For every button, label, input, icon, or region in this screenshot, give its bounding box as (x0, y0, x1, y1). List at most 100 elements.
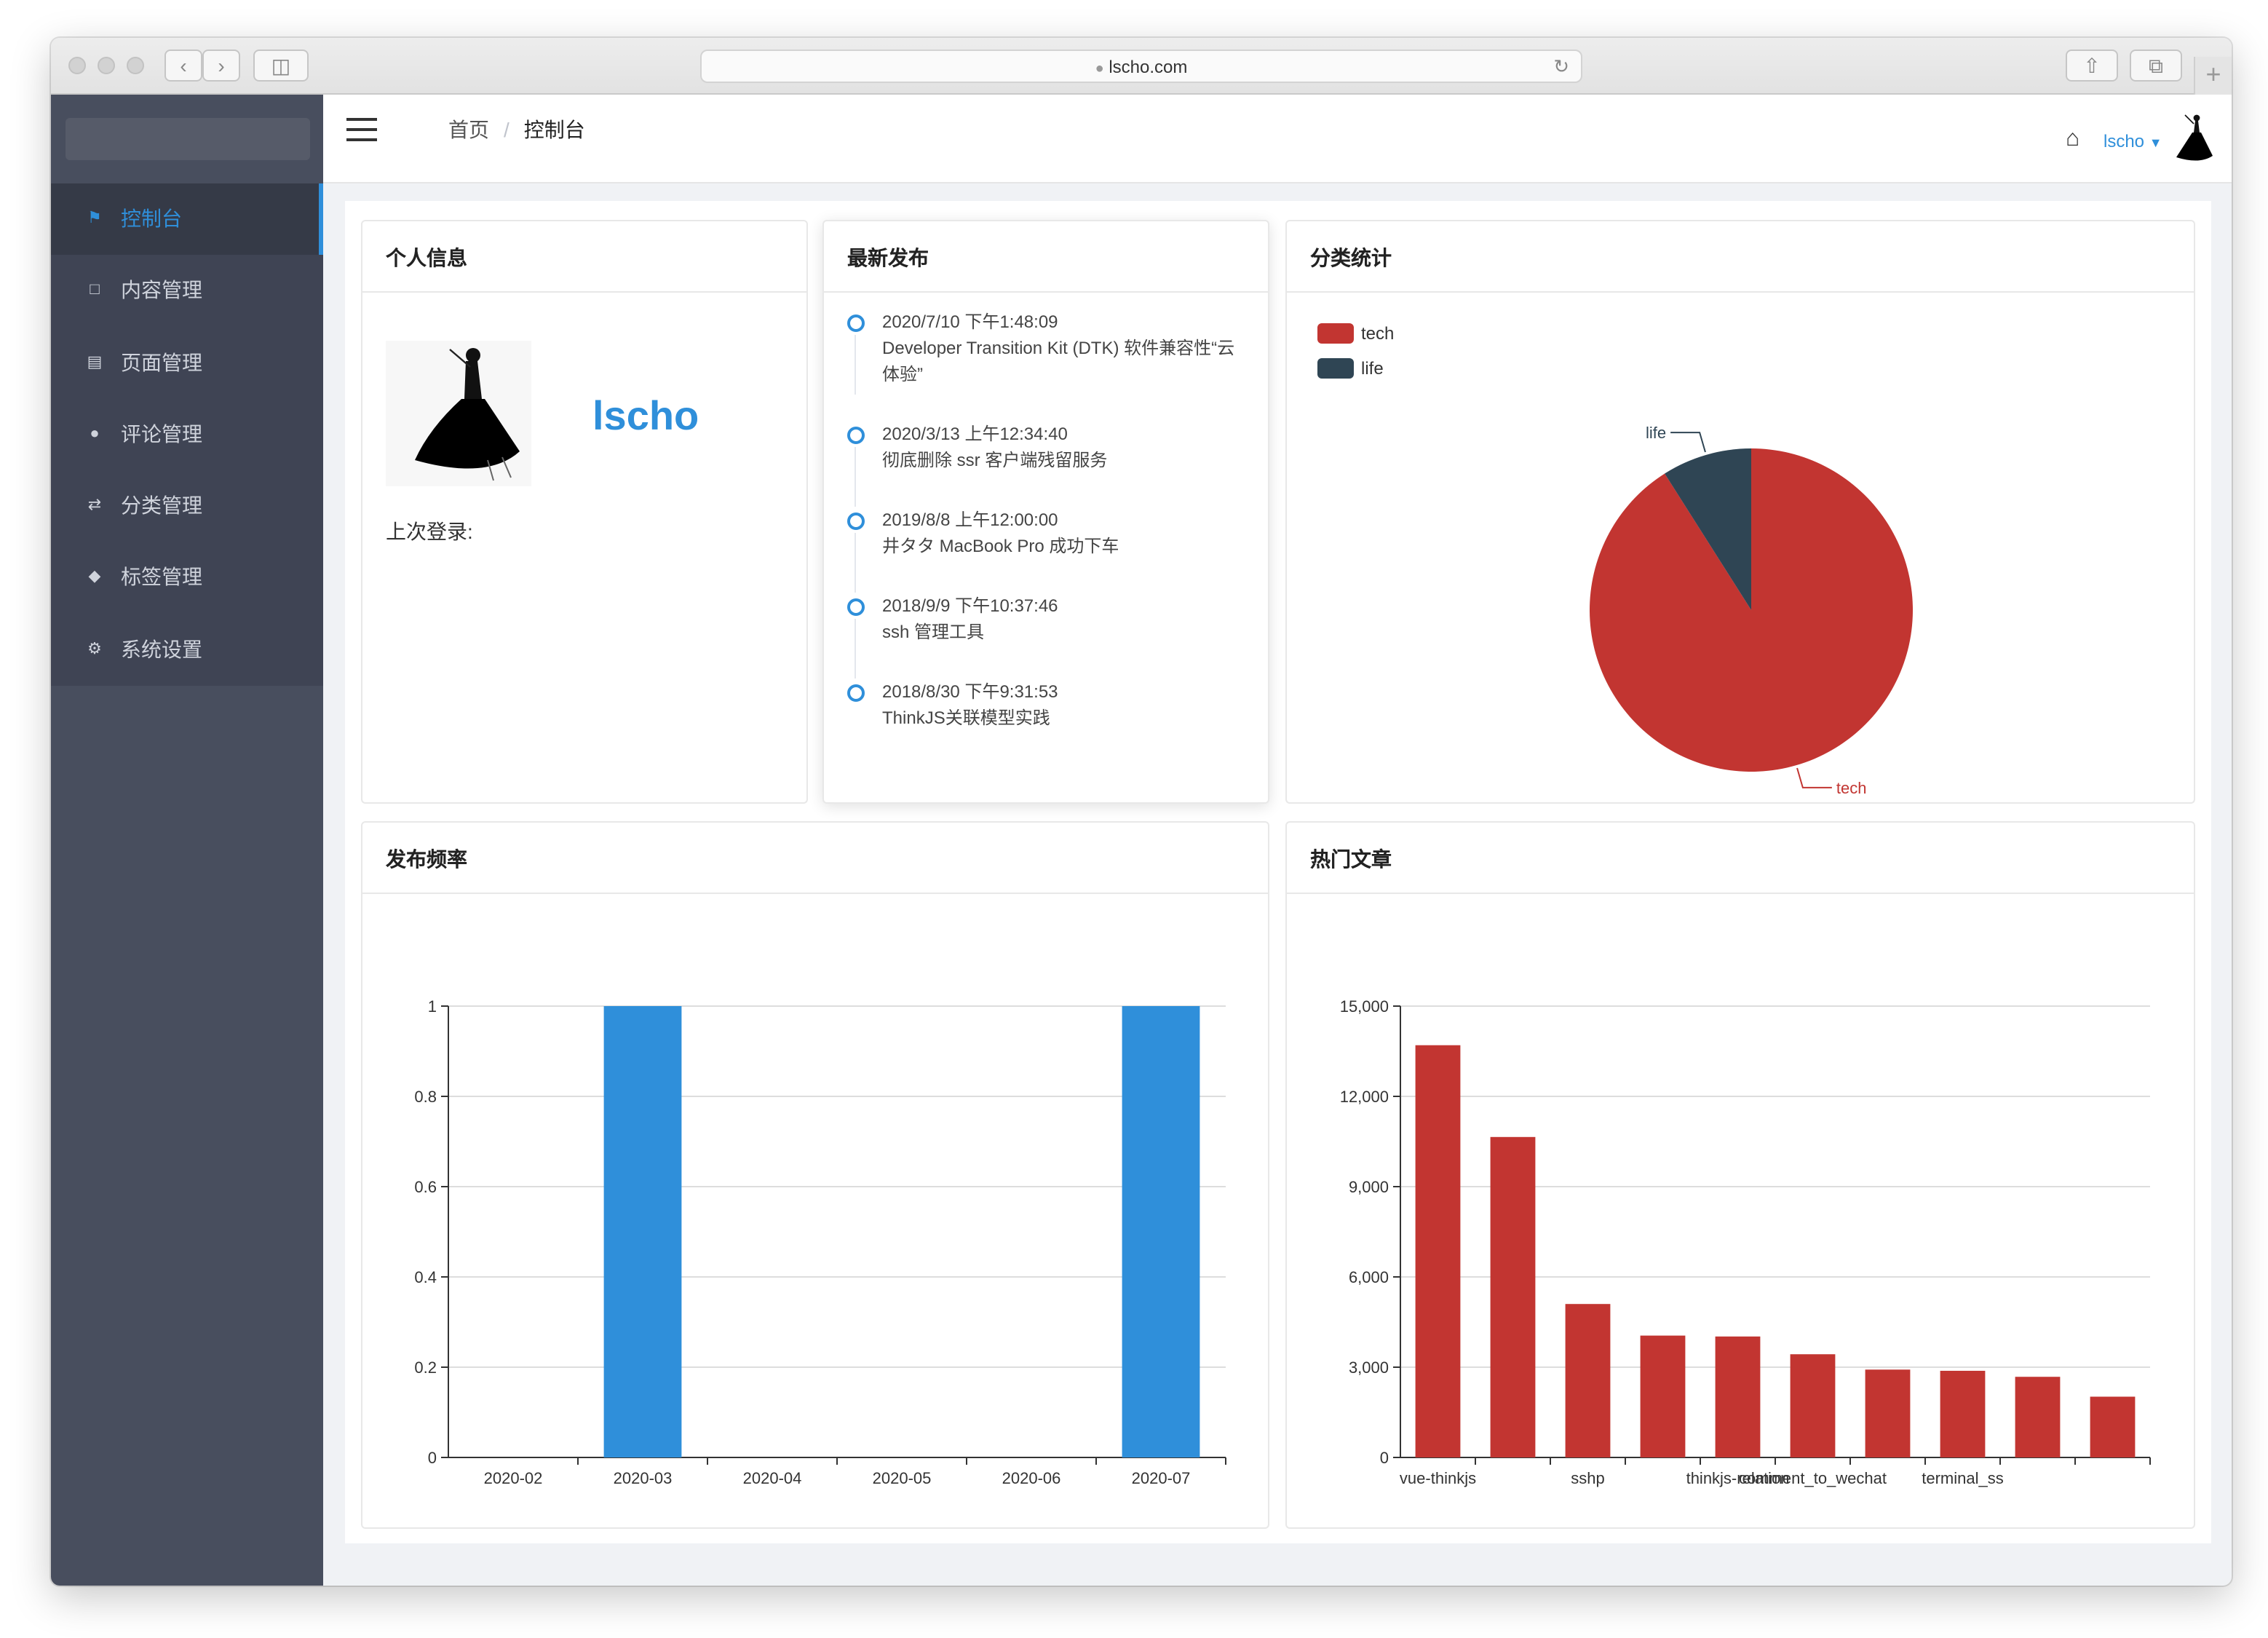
x-tick-label: vue-thinkjs (1400, 1469, 1476, 1487)
y-tick-label: 12,000 (1340, 1088, 1389, 1106)
pie-label: life (1646, 424, 1666, 442)
tabs-overview-icon[interactable]: ⧉ (2130, 50, 2182, 82)
page-icon: ▤ (87, 353, 103, 371)
menu-toggle-icon[interactable] (346, 118, 377, 141)
x-tick-label: thinkjs-relation (1686, 1469, 1790, 1487)
y-tick-label: 1 (428, 997, 437, 1016)
sidebar-item-label: 页面管理 (121, 350, 202, 374)
post-time: 2020/3/13 上午12:34:40 (882, 424, 1068, 444)
top-header: 首页 / 控制台 ⌂ lscho ▼ (323, 95, 2232, 183)
x-tick-label: 2020-02 (484, 1469, 543, 1487)
x-tick-label: 2020-05 (873, 1469, 932, 1487)
card-title: 热门文章 (1287, 823, 2194, 894)
sidebar-item-label: 评论管理 (121, 422, 202, 446)
x-tick-label: 2020-06 (1002, 1469, 1061, 1487)
y-tick-label: 9,000 (1349, 1178, 1389, 1196)
pie-label: tech (1836, 779, 1867, 797)
bar (1640, 1335, 1686, 1457)
legend-label: tech (1361, 324, 1394, 344)
last-login-label: 上次登录: (386, 520, 473, 543)
timeline-item[interactable]: 2018/8/30 下午9:31:53 ThinkJS关联模型实践 (847, 678, 1245, 764)
sidebar-item-label: 控制台 (121, 207, 182, 230)
card-title: 最新发布 (824, 221, 1268, 293)
pie-label-line (1670, 432, 1706, 453)
new-tab-icon[interactable]: + (2194, 57, 2232, 95)
comment-icon: ● (90, 424, 100, 443)
card-title: 发布频率 (362, 823, 1268, 894)
close-window-button[interactable] (68, 57, 86, 74)
timeline-dot-icon (847, 427, 865, 444)
post-title[interactable]: ssh 管理工具 (882, 622, 985, 642)
profile-name: lscho (592, 393, 699, 438)
frequency-bar-chart: 0 0.2 0.4 0.6 0.8 1 2020-02 2020-03 2020-04 2020-… (414, 997, 1226, 1487)
sidebar-menu: ⚑ 控制台 □ 内容管理 ▤ 页面管理 ● 评论管理 ⇄ 分类管理 (51, 183, 323, 687)
timeline-item[interactable]: 2018/9/9 下午10:37:46 ssh 管理工具 (847, 593, 1245, 678)
legend-label: life (1361, 359, 1384, 379)
sidebar-item-dashboard[interactable]: ⚑ 控制台 (51, 183, 323, 256)
sidebar-item-comments[interactable]: ● 评论管理 (51, 399, 323, 471)
logo-placeholder (66, 118, 310, 160)
breadcrumb-home[interactable]: 首页 (448, 118, 489, 141)
timeline-item[interactable]: 2019/8/8 上午12:00:00 井タタ MacBook Pro 成功下车 (847, 507, 1245, 593)
avatar[interactable] (2170, 112, 2214, 165)
frequency-card: 发布频率 0 0.2 0.4 0.6 0.8 1 2020-02 2020-03 2020-04… (361, 821, 1269, 1529)
zoom-window-button[interactable] (127, 57, 144, 74)
bar (1565, 1304, 1611, 1457)
bar (603, 1006, 682, 1457)
address-bar[interactable]: ● lscho.com ↻ (700, 50, 1582, 83)
timeline-dot-icon (847, 314, 865, 332)
bar (1865, 1369, 1911, 1457)
legend-swatch (1317, 323, 1354, 344)
sidebar-item-categories[interactable]: ⇄ 分类管理 (51, 470, 323, 542)
main-content: 个人信息 lscho 上次登录: 最新发布 2020/7/10 (345, 201, 2211, 1543)
sidebar-item-pages[interactable]: ▤ 页面管理 (51, 327, 323, 399)
profile-avatar (386, 341, 531, 486)
latest-posts-card: 最新发布 2020/7/10 下午1:48:09 Developer Trans… (822, 220, 1269, 804)
post-time: 2018/8/30 下午9:31:53 (882, 681, 1058, 702)
card-title: 个人信息 (362, 221, 806, 293)
address-text: lscho.com (1109, 57, 1188, 77)
post-timeline: 2020/7/10 下午1:48:09 Developer Transition… (847, 309, 1245, 764)
category-stats-card: 分类统计 tech life tech life (1285, 220, 2195, 804)
timeline-item[interactable]: 2020/7/10 下午1:48:09 Developer Transition… (847, 309, 1245, 395)
y-tick-label: 3,000 (1349, 1358, 1389, 1377)
browser-toolbar: ‹ › ◫ ● lscho.com ↻ ⇧ ⧉ + (51, 38, 2232, 95)
post-title[interactable]: ThinkJS关联模型实践 (882, 708, 1050, 728)
sidebar: ⚑ 控制台 □ 内容管理 ▤ 页面管理 ● 评论管理 ⇄ 分类管理 (51, 95, 323, 1586)
post-title[interactable]: 井タタ MacBook Pro 成功下车 (882, 536, 1119, 556)
y-tick-label: 0.2 (414, 1358, 437, 1377)
timeline-dot-icon (847, 684, 865, 702)
pie-label-line (1796, 767, 1832, 788)
timeline-dot-icon (847, 513, 865, 530)
bar (1490, 1136, 1536, 1457)
post-title[interactable]: Developer Transition Kit (DTK) 软件兼容性“云体验… (882, 338, 1235, 384)
breadcrumb-current: 控制台 (523, 118, 585, 141)
username-dropdown[interactable]: lscho ▼ (2104, 131, 2162, 151)
share-icon[interactable]: ⇧ (2066, 50, 2118, 82)
y-tick-label: 0.8 (414, 1088, 437, 1106)
back-icon[interactable]: ‹ (164, 50, 202, 82)
bar (2090, 1396, 2136, 1457)
hot-posts-bar-chart: 0 3,000 6,000 9,000 12,000 15,000 vue-thinkjs s… (1340, 997, 2151, 1487)
sidebar-item-label: 分类管理 (121, 494, 202, 518)
post-title[interactable]: 彻底删除 ssr 客户端残留服务 (882, 450, 1108, 470)
lock-icon: ● (1095, 61, 1104, 77)
y-tick-label: 0 (428, 1449, 437, 1467)
home-icon[interactable]: ⌂ (2066, 127, 2080, 151)
sidebar-item-tags[interactable]: ◆ 标签管理 (51, 542, 323, 614)
forward-icon[interactable]: › (202, 50, 240, 82)
post-time: 2019/8/8 上午12:00:00 (882, 510, 1058, 530)
sidebar-item-label: 系统设置 (121, 637, 202, 661)
reload-icon[interactable]: ↻ (1553, 55, 1569, 77)
sidebar-item-settings[interactable]: ⚙ 系统设置 (51, 614, 323, 687)
x-tick-label: 2020-03 (614, 1469, 673, 1487)
sidebar-toggle-icon[interactable]: ◫ (253, 50, 309, 82)
sidebar-item-label: 标签管理 (121, 565, 202, 589)
hot-posts-card: 热门文章 0 3,000 6,000 9,000 12,000 15,000 vue-thi… (1285, 821, 2195, 1529)
caret-down-icon: ▼ (2149, 135, 2162, 150)
shuffle-icon: ⇄ (87, 496, 102, 515)
sidebar-item-content[interactable]: □ 内容管理 (51, 256, 323, 328)
minimize-window-button[interactable] (98, 57, 115, 74)
timeline-item[interactable]: 2020/3/13 上午12:34:40 彻底删除 ssr 客户端残留服务 (847, 421, 1245, 507)
sidebar-item-label: 内容管理 (121, 278, 202, 302)
